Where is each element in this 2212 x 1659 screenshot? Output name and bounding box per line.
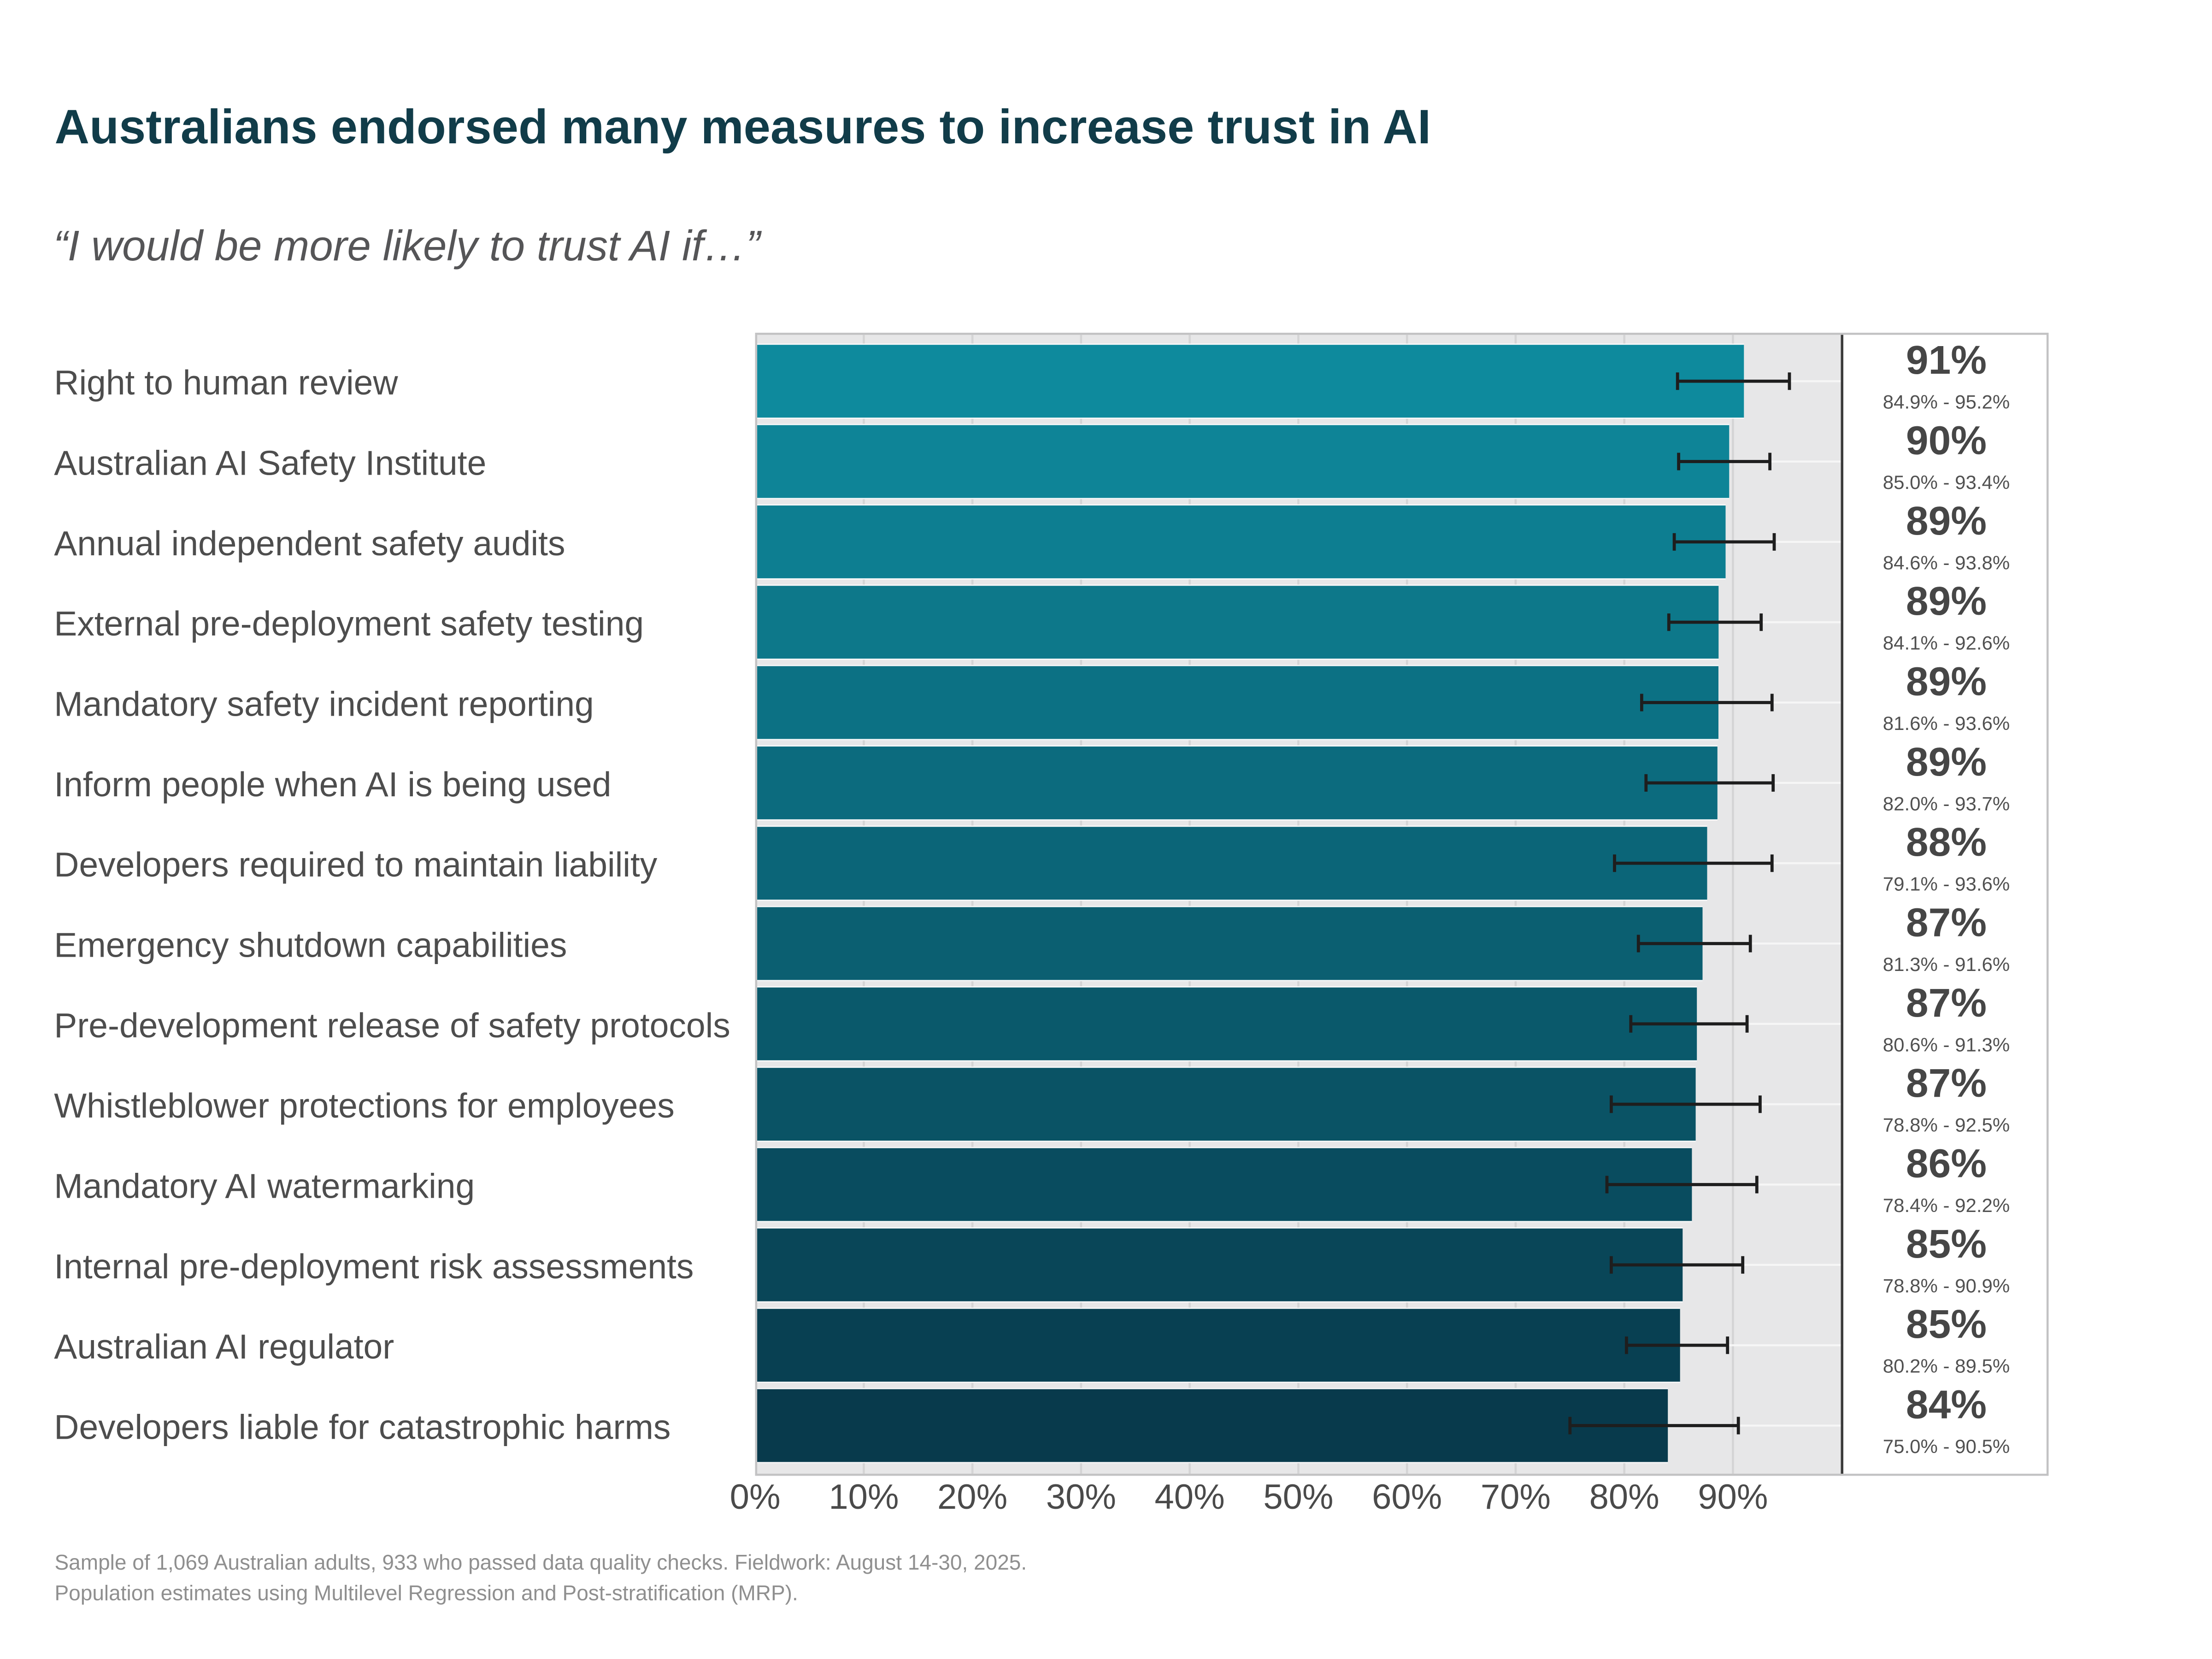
svg-text:91%: 91% <box>1906 337 1987 382</box>
svg-text:80%: 80% <box>1589 1477 1659 1517</box>
svg-text:79.1% - 93.6%: 79.1% - 93.6% <box>1883 873 2010 895</box>
svg-text:Whistleblower protections for: Whistleblower protections for employees <box>54 1086 674 1125</box>
svg-text:84.6% - 93.8%: 84.6% - 93.8% <box>1883 552 2010 573</box>
svg-text:88%: 88% <box>1906 819 1987 865</box>
svg-text:Mandatory safety incident repo: Mandatory safety incident reporting <box>54 685 594 724</box>
svg-text:90%: 90% <box>1906 418 1987 463</box>
svg-text:81.6% - 93.6%: 81.6% - 93.6% <box>1883 712 2010 734</box>
svg-text:84.9% - 95.2%: 84.9% - 95.2% <box>1883 391 2010 413</box>
svg-text:Australian AI regulator: Australian AI regulator <box>54 1327 394 1366</box>
svg-text:30%: 30% <box>1046 1477 1116 1517</box>
svg-text:81.3% - 91.6%: 81.3% - 91.6% <box>1883 953 2010 975</box>
svg-text:Annual independent safety audi: Annual independent safety audits <box>54 524 565 563</box>
svg-text:75.0% - 90.5%: 75.0% - 90.5% <box>1883 1435 2010 1457</box>
svg-text:78.8% - 92.5%: 78.8% - 92.5% <box>1883 1114 2010 1136</box>
svg-text:Internal pre-deployment risk a: Internal pre-deployment risk assessments <box>54 1247 694 1286</box>
svg-text:Mandatory AI watermarking: Mandatory AI watermarking <box>54 1167 475 1206</box>
svg-text:86%: 86% <box>1906 1141 1987 1186</box>
svg-text:89%: 89% <box>1906 498 1987 543</box>
svg-text:70%: 70% <box>1481 1477 1551 1517</box>
svg-text:Pre-development release of saf: Pre-development release of safety protoc… <box>54 1006 730 1045</box>
svg-text:60%: 60% <box>1372 1477 1442 1517</box>
svg-text:Emergency shutdown capabilitie: Emergency shutdown capabilities <box>54 926 567 965</box>
svg-text:84%: 84% <box>1906 1382 1987 1427</box>
svg-text:40%: 40% <box>1155 1477 1225 1517</box>
svg-text:89%: 89% <box>1906 578 1987 624</box>
svg-text:Developers liable for catastro: Developers liable for catastrophic harms <box>54 1408 671 1447</box>
svg-text:84.1% - 92.6%: 84.1% - 92.6% <box>1883 632 2010 654</box>
svg-text:78.4% - 92.2%: 78.4% - 92.2% <box>1883 1194 2010 1216</box>
svg-text:20%: 20% <box>937 1477 1007 1517</box>
svg-text:85%: 85% <box>1906 1221 1987 1266</box>
svg-text:80.6% - 91.3%: 80.6% - 91.3% <box>1883 1034 2010 1055</box>
svg-text:0%: 0% <box>730 1477 781 1517</box>
svg-text:87%: 87% <box>1906 1060 1987 1106</box>
svg-text:82.0% - 93.7%: 82.0% - 93.7% <box>1883 793 2010 814</box>
svg-text:Sample of 1,069 Australian adu: Sample of 1,069 Australian adults, 933 w… <box>55 1550 1027 1574</box>
svg-text:89%: 89% <box>1906 659 1987 704</box>
svg-text:Australian AI Safety Institute: Australian AI Safety Institute <box>54 444 486 482</box>
svg-text:10%: 10% <box>829 1477 899 1517</box>
svg-text:89%: 89% <box>1906 739 1987 784</box>
svg-text:Australians endorsed many meas: Australians endorsed many measures to in… <box>55 100 1431 154</box>
svg-text:87%: 87% <box>1906 900 1987 945</box>
svg-text:78.8% - 90.9%: 78.8% - 90.9% <box>1883 1275 2010 1296</box>
svg-text:Developers required to maintai: Developers required to maintain liabilit… <box>54 845 657 884</box>
svg-text:80.2% - 89.5%: 80.2% - 89.5% <box>1883 1355 2010 1377</box>
svg-text:85%: 85% <box>1906 1301 1987 1347</box>
svg-text:“I would be more likely to tru: “I would be more likely to trust AI if…” <box>53 222 762 270</box>
svg-text:External pre-deployment safety: External pre-deployment safety testing <box>54 604 644 643</box>
svg-text:50%: 50% <box>1263 1477 1333 1517</box>
svg-text:90%: 90% <box>1698 1477 1768 1517</box>
svg-text:87%: 87% <box>1906 980 1987 1025</box>
svg-text:85.0% - 93.4%: 85.0% - 93.4% <box>1883 471 2010 493</box>
svg-text:Population estimates using Mul: Population estimates using Multilevel Re… <box>55 1581 798 1605</box>
svg-text:Right to human review: Right to human review <box>54 363 398 402</box>
svg-text:Inform people when AI is being: Inform people when AI is being used <box>54 765 611 804</box>
